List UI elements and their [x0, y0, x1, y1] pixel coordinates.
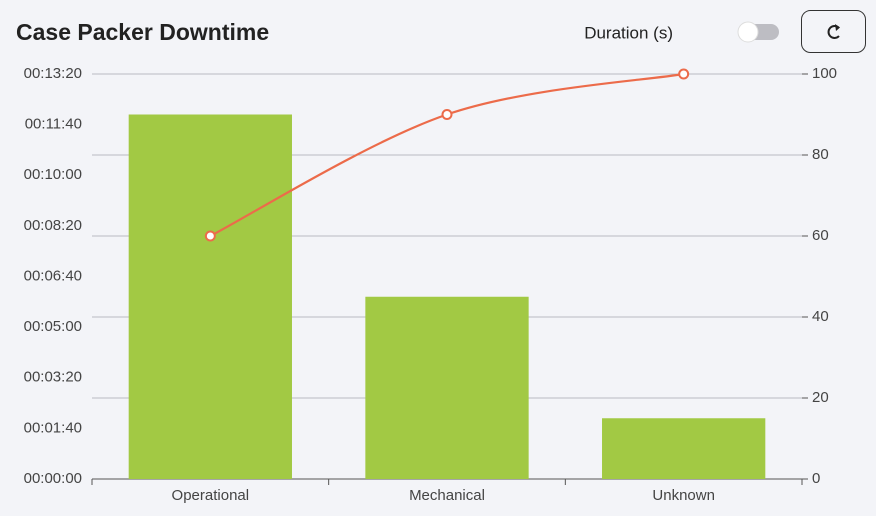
- bar: [602, 418, 766, 479]
- x-tick-label: Operational: [172, 487, 250, 504]
- y2-tick-label: 20: [812, 389, 829, 406]
- y2-tick-label: 80: [812, 146, 829, 163]
- bar: [365, 296, 529, 479]
- y-tick-label: 00:11:40: [25, 116, 82, 133]
- y2-tick-label: 100: [812, 65, 837, 82]
- x-tick-label: Unknown: [652, 487, 715, 504]
- bar: [128, 114, 292, 479]
- refresh-arrow: [835, 24, 840, 31]
- y2-tick-label: 0: [812, 470, 820, 487]
- toggle-knob: [737, 21, 759, 43]
- y-tick-label: 00:06:40: [24, 267, 82, 284]
- y2-tick-label: 40: [812, 308, 829, 325]
- button-frame: [801, 10, 866, 53]
- duration-toggle[interactable]: [737, 21, 779, 43]
- y-tick-label: 00:05:00: [24, 318, 82, 335]
- y-tick-label: 00:10:00: [24, 166, 82, 183]
- y-tick-label: 00:13:20: [24, 65, 82, 82]
- cumulative-point: [678, 68, 690, 80]
- y-tick-label: 00:01:40: [24, 419, 82, 436]
- refresh-button[interactable]: [801, 10, 866, 53]
- toggle-label: Duration (s): [584, 23, 673, 42]
- y-tick-label: 00:03:20: [24, 369, 82, 386]
- cumulative-point: [441, 109, 453, 120]
- x-tick-label: Mechanical: [409, 487, 485, 504]
- cumulative-point: [204, 230, 216, 242]
- y2-tick-label: 60: [812, 227, 829, 244]
- chart-title: Case Packer Downtime: [16, 19, 269, 45]
- y-tick-label: 00:00:00: [24, 470, 82, 487]
- y-tick-label: 00:08:20: [24, 217, 82, 234]
